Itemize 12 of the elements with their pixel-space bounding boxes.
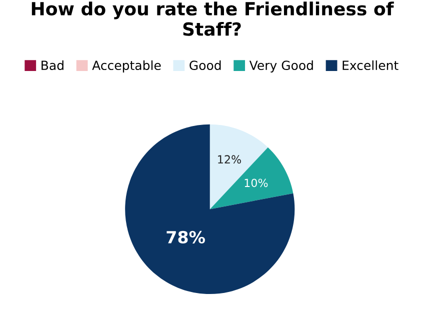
- pie-slice: [210, 147, 294, 210]
- chart-title: How do you rate the Friendliness of Staff?: [32, 2, 394, 36]
- pie-slice: [210, 124, 268, 210]
- legend-label: Good: [190, 60, 221, 70]
- pie-slice: [125, 124, 295, 294]
- legend-label: Excellent: [342, 60, 398, 70]
- legend-label: Acceptable: [92, 60, 161, 72]
- data-label: 10%: [244, 178, 268, 188]
- data-label: 12%: [218, 155, 241, 164]
- legend-label: Very Good: [249, 60, 313, 72]
- legend-label: Bad: [42, 60, 64, 70]
- data-label: 78%: [166, 230, 205, 244]
